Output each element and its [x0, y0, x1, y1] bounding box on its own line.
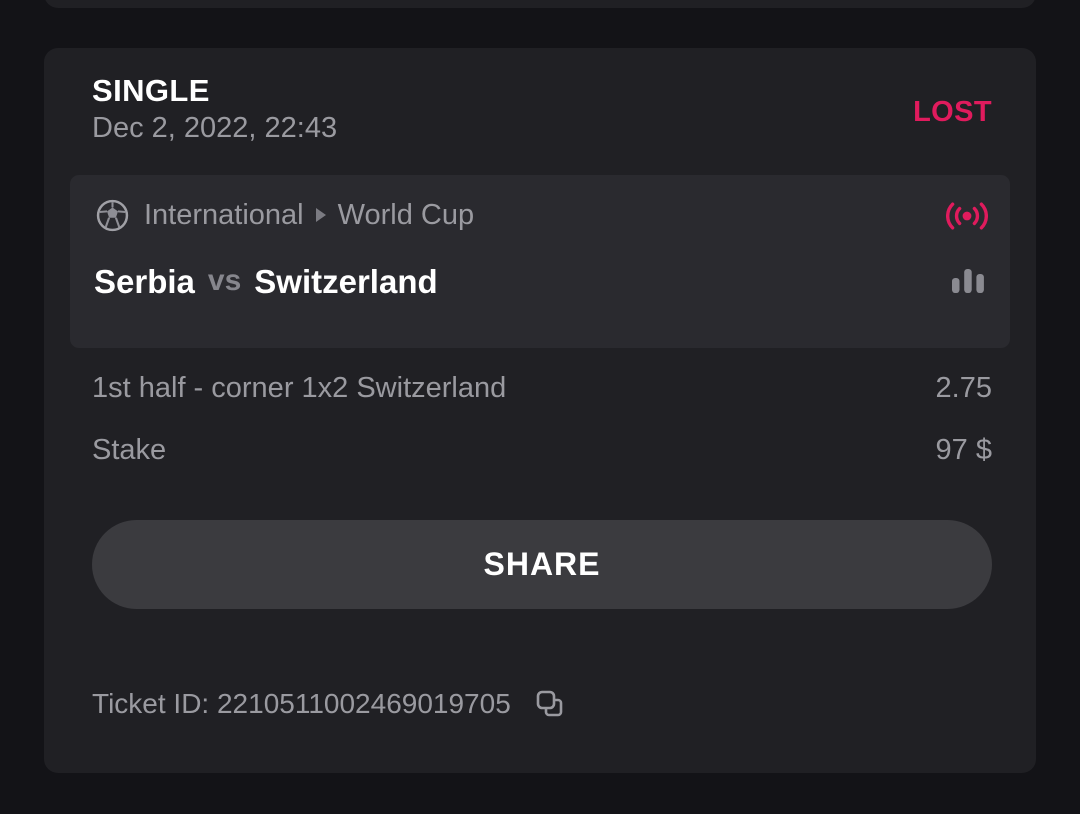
status-badge: LOST: [913, 96, 992, 128]
live-broadcast-icon[interactable]: [946, 201, 988, 231]
ticket-header: SINGLE Dec 2, 2022, 22:43 LOST: [92, 74, 992, 145]
stake-amount: 97 $: [935, 434, 992, 466]
copy-icon[interactable]: [533, 687, 567, 721]
bet-placed-timestamp: Dec 2, 2022, 22:43: [92, 112, 338, 145]
selection-row: 1st half - corner 1x2 Switzerland 2.75: [92, 372, 992, 405]
away-team-label: Switzerland: [254, 262, 438, 300]
ticket-header-left: SINGLE Dec 2, 2022, 22:43: [92, 74, 337, 145]
previous-ticket-card-edge: [44, 0, 1036, 8]
match-panel[interactable]: International World Cup Serbia vs Switze…: [70, 175, 1010, 348]
home-team-label: Serbia: [94, 262, 195, 300]
chevron-right-icon: [315, 207, 326, 222]
teams-row: Serbia vs Switzerland: [94, 263, 988, 299]
ticket-id-row: Ticket ID: 2210511002469019705: [92, 687, 567, 721]
bar-chart-icon[interactable]: [948, 263, 988, 299]
bet-type-label: SINGLE: [92, 73, 210, 108]
league-breadcrumb: International World Cup: [96, 199, 988, 232]
selection-label: 1st half - corner 1x2 Switzerland: [92, 372, 507, 404]
league-competition-label: World Cup: [337, 199, 475, 231]
stake-label: Stake: [92, 434, 167, 466]
ticket-id-label: Ticket ID: 2210511002469019705: [92, 688, 511, 719]
selection-odds: 2.75: [935, 372, 992, 404]
share-button[interactable]: SHARE: [92, 520, 992, 609]
soccer-ball-icon: [96, 199, 129, 232]
league-region-label: International: [144, 199, 304, 231]
stake-row: Stake 97 $: [92, 434, 992, 467]
ticket-card[interactable]: SINGLE Dec 2, 2022, 22:43 LOST Internati…: [44, 48, 1036, 773]
vs-label: vs: [207, 264, 242, 297]
